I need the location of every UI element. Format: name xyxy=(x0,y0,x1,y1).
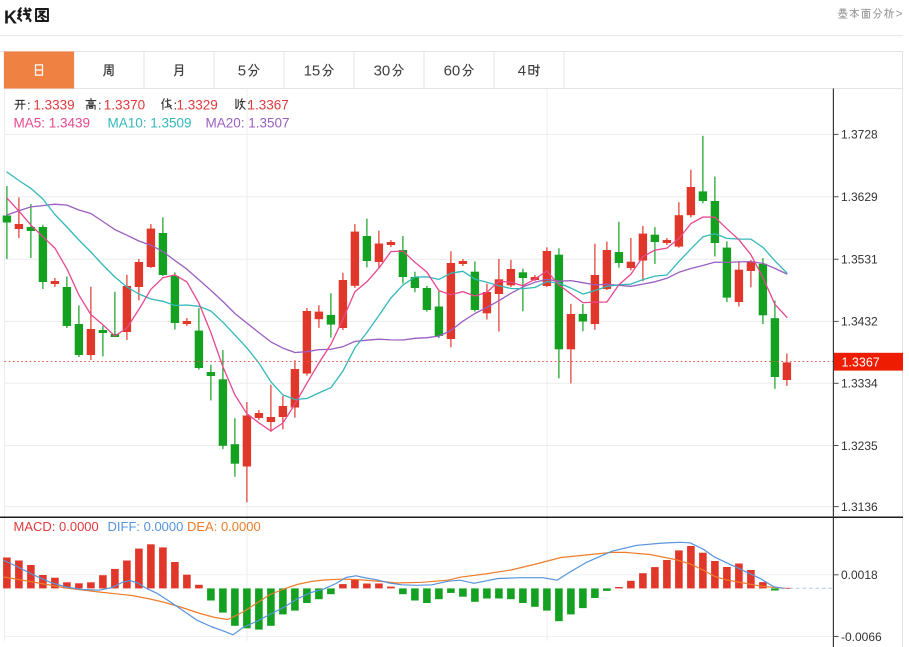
svg-text:MA5: 1.3439: MA5: 1.3439 xyxy=(14,116,91,131)
svg-text:15: 15 xyxy=(304,63,321,80)
svg-text:-0.0066: -0.0066 xyxy=(841,630,882,644)
svg-text:1.3370: 1.3370 xyxy=(104,98,145,113)
svg-text:1.3367: 1.3367 xyxy=(842,355,880,369)
svg-text:0.0018: 0.0018 xyxy=(841,568,878,582)
svg-text:1.3334: 1.3334 xyxy=(841,377,878,391)
svg-text:60: 60 xyxy=(444,63,461,80)
svg-text:DIFF: 0.0000: DIFF: 0.0000 xyxy=(108,519,184,534)
svg-text:>: > xyxy=(896,7,903,21)
svg-text:1.3432: 1.3432 xyxy=(841,315,878,329)
svg-text:1.3329: 1.3329 xyxy=(177,98,218,113)
svg-text:DEA: 0.0000: DEA: 0.0000 xyxy=(187,519,261,534)
svg-text:1.3136: 1.3136 xyxy=(841,500,878,514)
svg-text:30: 30 xyxy=(374,63,391,80)
svg-text:1.3235: 1.3235 xyxy=(841,439,878,453)
svg-text:1.3339: 1.3339 xyxy=(33,98,74,113)
svg-text:5: 5 xyxy=(238,63,246,80)
svg-text:MA20: 1.3507: MA20: 1.3507 xyxy=(206,116,290,131)
svg-text::: : xyxy=(247,98,251,113)
svg-text:MA10: 1.3509: MA10: 1.3509 xyxy=(108,116,192,131)
svg-text:MACD: 0.0000: MACD: 0.0000 xyxy=(14,519,99,534)
svg-text:1.3629: 1.3629 xyxy=(841,190,878,204)
svg-text::: : xyxy=(174,98,178,113)
svg-text::: : xyxy=(27,98,31,113)
svg-text:1.3367: 1.3367 xyxy=(248,98,289,113)
svg-text:4: 4 xyxy=(518,63,526,80)
svg-text:K: K xyxy=(4,8,17,28)
svg-text:1.3531: 1.3531 xyxy=(841,253,878,267)
svg-text:1.3728: 1.3728 xyxy=(841,128,878,142)
svg-text::: : xyxy=(98,98,102,113)
